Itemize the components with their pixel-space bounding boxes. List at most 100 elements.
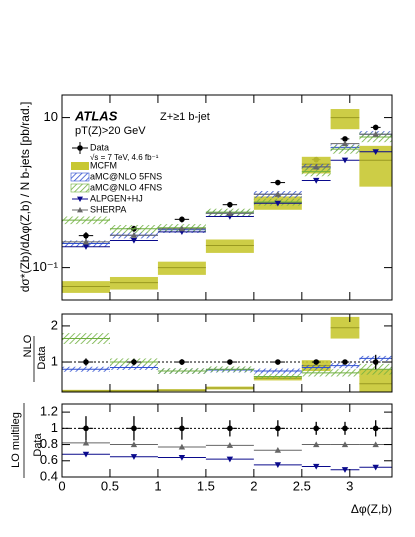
plot-area: [62, 316, 392, 392]
triangle-marker: [274, 191, 282, 197]
band: [359, 369, 392, 392]
band: [109, 276, 158, 290]
band: [62, 281, 110, 293]
data-point: [372, 124, 379, 131]
y-axis-label: Data: [36, 346, 48, 370]
data-point: [83, 425, 89, 432]
triangle-marker: [274, 462, 282, 469]
triangle-marker: [82, 439, 90, 446]
y-tick-label: 10: [44, 109, 58, 124]
legend-label: Data: [90, 142, 109, 152]
triangle-marker: [313, 177, 320, 184]
legend-swatch: [77, 145, 83, 151]
legend-swatch: [70, 183, 90, 193]
triangle-marker: [372, 149, 379, 155]
data-point: [83, 359, 89, 365]
frame: [61, 403, 393, 478]
triangle-marker: [130, 454, 138, 460]
chart-subtitle: Z+≥1 b-jet: [160, 111, 210, 123]
triangle-marker: [226, 442, 234, 448]
band: [205, 239, 254, 253]
x-tick-label: 2: [250, 478, 257, 493]
triangle-marker: [341, 157, 349, 164]
legend-label: SHERPA: [90, 204, 126, 214]
data-point: [275, 179, 281, 186]
y-tick-label: 1: [51, 353, 58, 368]
y-tick-label: 0.8: [40, 436, 58, 451]
x-tick-label: 3: [346, 478, 353, 493]
triangle-marker: [274, 447, 282, 453]
annotation: pT(Z)>20 GeV: [75, 125, 146, 137]
y-tick-label: 1: [51, 420, 58, 435]
band: [330, 109, 360, 130]
chart-title: ATLAS: [74, 108, 118, 123]
legend-swatch: [71, 162, 89, 170]
triangle-marker: [226, 456, 234, 463]
plot-area: [62, 416, 392, 473]
data-point: [227, 201, 233, 208]
triangle-marker: [82, 238, 90, 245]
y-axis-label: LO multileg: [10, 412, 22, 468]
data-point: [227, 425, 233, 432]
data-point: [372, 425, 379, 432]
triangle-marker: [130, 237, 138, 244]
x-tick-label: 1.5: [197, 478, 215, 493]
data-point: [313, 425, 320, 432]
data-point: [179, 359, 185, 365]
triangle-marker: [82, 451, 90, 458]
triangle-marker: [372, 131, 379, 137]
data-point: [342, 136, 348, 142]
triangle-marker: [178, 225, 186, 232]
triangle-marker: [341, 467, 349, 473]
triangle-marker: [341, 441, 349, 448]
triangle-marker: [372, 464, 379, 471]
data-point: [179, 216, 185, 223]
legend-swatch: [70, 172, 90, 182]
y-axis-label: dσ*(Zb)/dΔφ(Z,b) / N b-jets [pb/rad.]: [18, 102, 32, 293]
data-point: [131, 359, 137, 365]
triangle-marker: [226, 210, 234, 216]
data-point: [227, 359, 233, 365]
triangle-marker: [313, 463, 320, 470]
legend-swatch: [77, 207, 83, 213]
annotation: √s = 7 TeV, 4.6 fb⁻¹: [90, 153, 159, 162]
y-tick-label: 1.2: [40, 404, 58, 419]
x-tick-label: 1: [154, 478, 161, 493]
band: [157, 261, 206, 275]
data-point: [179, 425, 185, 432]
y-tick-label: 10⁻¹: [32, 259, 58, 274]
legend-swatch: [77, 196, 83, 202]
triangle-marker: [313, 441, 320, 448]
triangle-marker: [178, 443, 186, 450]
x-tick-label: 2.5: [293, 478, 311, 493]
data-point: [83, 232, 89, 239]
x-axis-label: Δφ(Z,b): [351, 502, 392, 516]
plot-area: [62, 109, 392, 293]
data-point: [372, 359, 379, 365]
data-point: [275, 425, 281, 432]
y-axis-label: Data: [32, 433, 44, 457]
data-point: [313, 359, 320, 365]
triangle-marker: [178, 454, 186, 461]
legend-label: MCFM: [90, 160, 117, 170]
triangle-marker: [341, 140, 349, 147]
triangle-marker: [130, 232, 138, 238]
x-tick-label: 0: [58, 478, 65, 493]
x-tick-label: 0.5: [101, 478, 119, 493]
triangle-marker: [82, 244, 90, 250]
y-tick-label: 2: [51, 317, 58, 332]
triangle-marker: [274, 200, 282, 207]
legend-label: ALPGEN+HJ: [90, 193, 143, 203]
data-point: [131, 425, 137, 432]
data-point: [275, 359, 281, 365]
triangle-marker: [130, 441, 138, 448]
frame: [61, 94, 393, 301]
legend-label: aMC@NLO 5FNS: [90, 171, 162, 181]
data-point: [342, 425, 348, 432]
triangle-marker: [372, 441, 379, 448]
data-point: [342, 359, 348, 365]
y-axis-label: NLO: [22, 334, 34, 357]
y-tick-label: 0.6: [40, 452, 58, 467]
triangle-marker: [313, 163, 320, 170]
